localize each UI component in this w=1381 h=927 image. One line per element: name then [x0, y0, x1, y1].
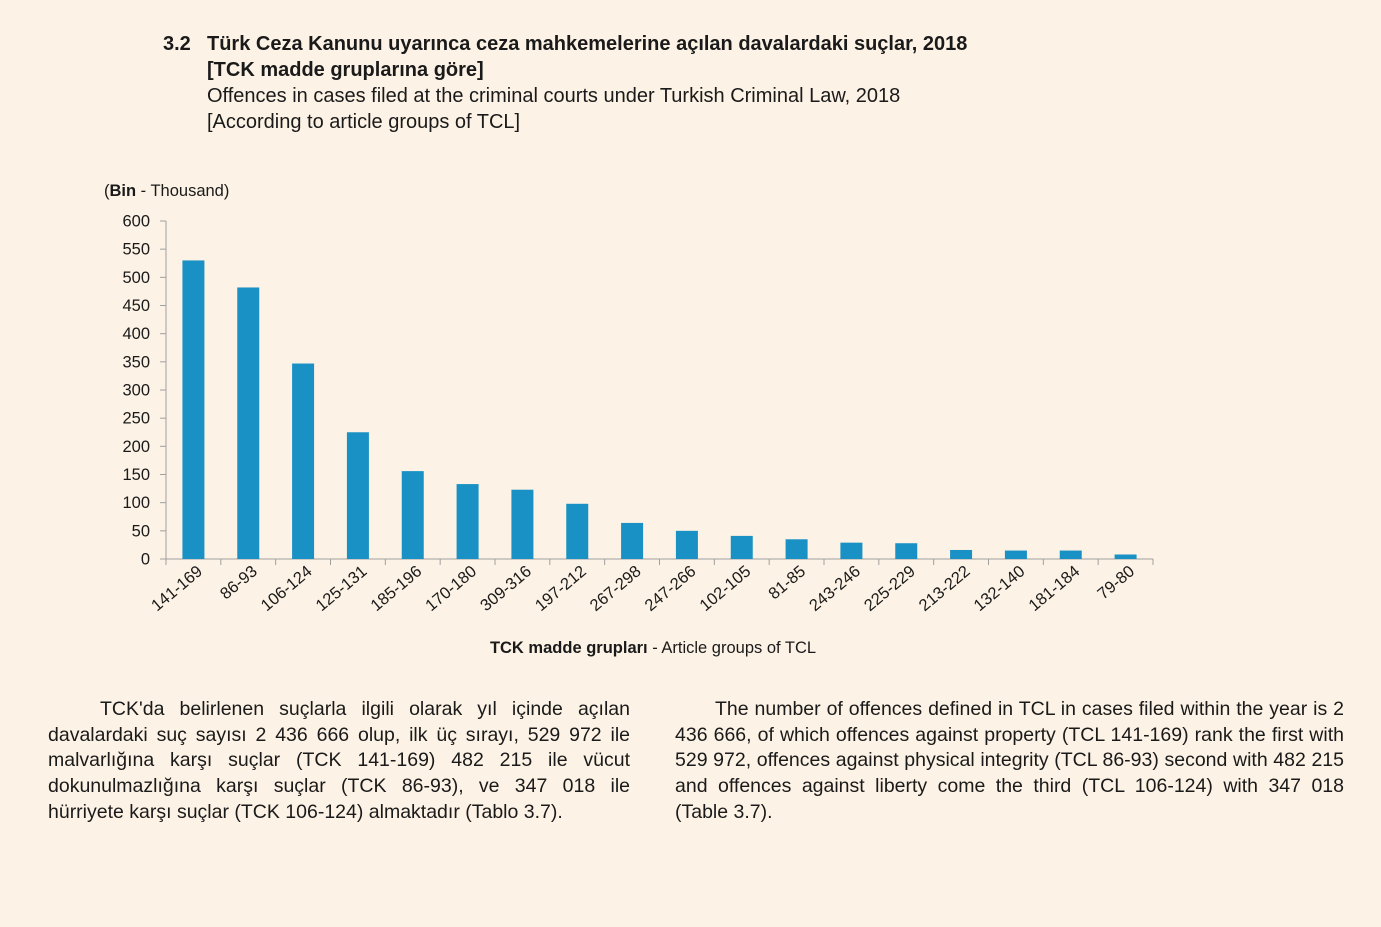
- paragraph-tr: TCK'da belirlenen suçlarla ilgili olarak…: [48, 697, 630, 826]
- y-tick-label: 400: [122, 325, 150, 343]
- x-tick-label: 170-180: [422, 562, 480, 615]
- bar: [895, 543, 918, 559]
- bar: [1059, 550, 1082, 559]
- bar: [566, 503, 589, 559]
- x-tick-label: 197-212: [532, 562, 590, 615]
- figure-heading: 3.2 Türk Ceza Kanunu uyarınca ceza mahke…: [163, 31, 967, 135]
- title-tr-line2: [TCK madde gruplarına göre]: [207, 59, 484, 81]
- x-axis-label-bold: TCK madde grupları: [490, 639, 648, 657]
- bar: [1004, 550, 1027, 559]
- bar: [401, 471, 424, 559]
- x-tick-label: 102-105: [696, 562, 754, 615]
- bar: [621, 522, 644, 559]
- bar: [511, 489, 534, 559]
- paragraph-en-text: The number of offences defined in TCL in…: [675, 698, 1344, 823]
- y-tick-label: 250: [122, 410, 150, 428]
- y-tick-label: 50: [132, 522, 150, 540]
- bar: [840, 542, 863, 559]
- x-tick-label: 81-85: [765, 562, 809, 603]
- bar: [675, 530, 698, 559]
- x-tick-label: 106-124: [258, 562, 316, 615]
- y-tick-label: 500: [122, 269, 150, 287]
- y-tick-label: 150: [122, 466, 150, 484]
- paragraph-tr-text: TCK'da belirlenen suçlarla ilgili olarak…: [48, 698, 630, 823]
- y-tick-label: 200: [122, 438, 150, 456]
- x-tick-label: 309-316: [477, 562, 535, 615]
- y-tick-label: 0: [141, 551, 150, 569]
- bar-chart: (Bin - Thousand) 0 50 100 150 200 250 300 350 40…: [104, 182, 1154, 657]
- figure-number: 3.2: [163, 33, 191, 55]
- bar: [1114, 554, 1137, 559]
- x-tick-label: 141-169: [148, 562, 206, 615]
- bar: [292, 363, 315, 559]
- x-tick-label: 225-229: [861, 562, 919, 615]
- x-tick-label: 86-93: [217, 562, 261, 603]
- bar: [785, 539, 808, 559]
- title-tr-line1: Türk Ceza Kanunu uyarınca ceza mahkemele…: [207, 33, 968, 55]
- x-tick-label: 213-222: [916, 562, 974, 615]
- x-axis-label: TCK madde grupları - Article groups of T…: [490, 639, 816, 657]
- bar: [182, 260, 205, 559]
- bar: [237, 287, 260, 559]
- bar: [950, 549, 973, 559]
- y-tick-label: 450: [122, 297, 150, 315]
- x-tick-label: 132-140: [971, 562, 1029, 615]
- y-axis-label-bold: Bin: [110, 182, 137, 200]
- y-axis-label-rest: - Thousand): [136, 182, 229, 200]
- x-tick-label: 125-131: [313, 562, 371, 615]
- y-tick-label: 550: [122, 241, 150, 259]
- bar: [346, 432, 369, 559]
- x-axis-label-rest: - Article groups of TCL: [648, 639, 816, 657]
- y-tick-label: 100: [122, 494, 150, 512]
- y-axis-label-open: (: [104, 182, 110, 200]
- x-tick-label: 79-80: [1094, 562, 1138, 603]
- paragraph-en: The number of offences defined in TCL in…: [675, 697, 1344, 826]
- title-en-line1: Offences in cases filed at the criminal …: [207, 85, 901, 107]
- y-tick-label: 600: [122, 213, 150, 231]
- x-tick-label: 181-184: [1025, 562, 1083, 615]
- plot-area: 0 50 100 150 200 250 300 350 400 450 500 550 600 141-…: [122, 213, 1154, 615]
- y-axis-label: (Bin - Thousand): [104, 182, 229, 200]
- y-tick-label: 350: [122, 353, 150, 371]
- title-en-line2: [According to article groups of TCL]: [207, 111, 521, 133]
- bar: [730, 535, 753, 559]
- x-tick-label: 185-196: [367, 562, 425, 615]
- x-tick-label: 243-246: [806, 562, 864, 615]
- y-tick-label: 300: [122, 382, 150, 400]
- x-tick-label: 267-298: [587, 562, 645, 615]
- x-tick-label: 247-266: [642, 562, 700, 615]
- bar: [456, 484, 479, 559]
